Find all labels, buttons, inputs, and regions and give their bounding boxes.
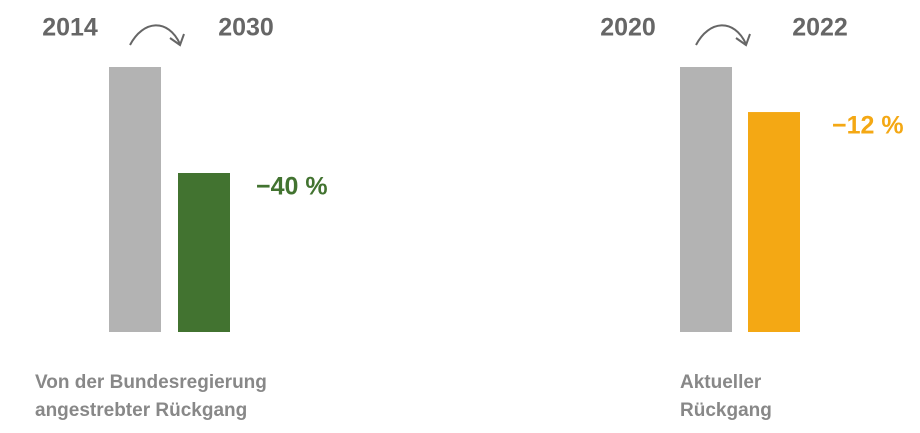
bar [680,67,732,332]
arrow-head [735,33,751,47]
caption: Von der Bundesregierung [35,372,267,393]
bar [109,67,161,332]
change-label: −40 % [256,173,328,201]
year-label: 2020 [600,14,656,42]
year-label: 2030 [218,14,274,42]
caption: Aktueller [680,372,762,393]
caption: angestrebter Rückgang [35,400,247,421]
arrow [695,24,747,46]
change-label: −12 % [832,112,904,140]
caption: Rückgang [680,400,772,421]
year-label: 2014 [42,14,98,42]
bar [178,173,230,332]
arrow [129,24,181,46]
year-label: 2022 [792,14,848,42]
arrow-head [169,33,185,47]
bar [748,112,800,332]
